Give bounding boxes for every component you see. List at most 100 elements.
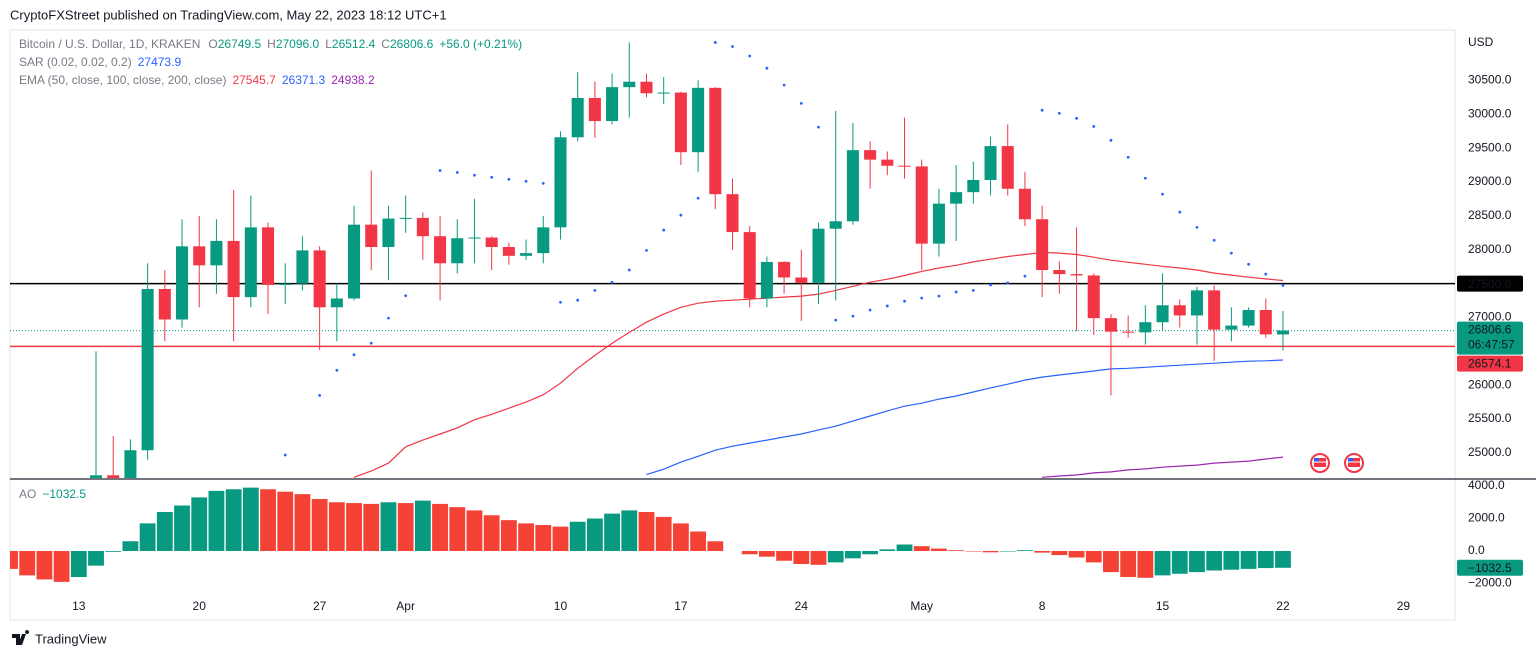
candle-body <box>1036 219 1049 271</box>
ao-bar <box>1120 551 1137 578</box>
sar-dot <box>765 66 769 70</box>
ao-bar <box>380 502 397 552</box>
ao-bar <box>793 551 810 565</box>
ao-bar <box>174 505 190 552</box>
indicator-value: 24938.2 <box>331 73 375 87</box>
candle-body <box>674 92 687 153</box>
candle-body <box>89 475 103 478</box>
ao-bar <box>982 551 999 553</box>
ao-bar <box>879 549 896 552</box>
sar-dot <box>782 83 786 87</box>
ao-bar <box>1189 551 1205 573</box>
sar-dot <box>1143 176 1147 180</box>
candle-body <box>296 250 309 284</box>
ao-bar <box>1240 551 1257 569</box>
ao-bar <box>896 544 913 552</box>
footer-brand: TradingView <box>35 631 107 646</box>
ao-bar <box>311 499 328 552</box>
ao-bar <box>122 541 139 552</box>
ohlc-key: L <box>325 37 332 51</box>
sar-dot <box>627 268 631 272</box>
ao-bar <box>1223 551 1240 570</box>
ao-bar <box>1137 551 1154 578</box>
x-tick-label: May <box>910 599 933 613</box>
sar-dot <box>868 308 872 312</box>
ohlc-key: O <box>208 37 217 51</box>
sar-dot <box>593 288 597 292</box>
ao-bar <box>328 502 345 552</box>
candle-body <box>485 237 498 248</box>
countdown-label: 06:47:57 <box>1468 338 1515 352</box>
ao-bar <box>397 503 414 552</box>
y-tick-label: 28000.0 <box>1468 242 1512 256</box>
candle-body <box>1156 305 1169 323</box>
ao-bar <box>449 507 466 552</box>
candle-body <box>1018 188 1031 220</box>
sar-dot <box>335 368 339 372</box>
candle-body <box>623 81 636 88</box>
sar-dot <box>1212 238 1216 242</box>
candle-body <box>313 250 326 308</box>
ao-bar <box>191 497 208 552</box>
sar-dot <box>1161 192 1164 196</box>
ao-bar <box>156 512 173 552</box>
sar-dot <box>507 177 511 181</box>
ao-bar <box>604 513 620 552</box>
candle-body <box>520 253 533 256</box>
candle-body <box>915 166 928 244</box>
price-badge-label: 27500.0 <box>1468 277 1512 291</box>
y-tick-label: 25500.0 <box>1468 411 1512 425</box>
sar-dot <box>1178 210 1182 214</box>
sar-dot <box>455 171 459 174</box>
candle-body <box>227 240 240 298</box>
candle-body <box>176 246 189 320</box>
sar-dot <box>438 169 442 172</box>
sar-dot <box>524 179 528 183</box>
candle-body <box>1087 275 1100 319</box>
ao-bar <box>19 551 36 576</box>
candle-body <box>1139 322 1152 333</box>
ema-line <box>646 359 1284 476</box>
indicator-value: 26371.3 <box>282 73 326 87</box>
ao-bar <box>948 550 965 552</box>
sar-dot <box>920 296 924 300</box>
ao-bar <box>586 518 603 552</box>
legend-symbol: Bitcoin / U.S. Dollar, 1D, KRAKEN O26749.… <box>19 37 522 51</box>
ao-bar <box>105 551 122 552</box>
candle-body <box>141 289 154 451</box>
sar-dot <box>713 41 717 44</box>
x-tick-label: 24 <box>795 599 809 613</box>
ao-bar <box>707 541 724 552</box>
sar-dot <box>834 318 838 322</box>
y-tick-label: 29000.0 <box>1468 174 1512 188</box>
ao-bar <box>346 503 362 552</box>
candle-body <box>812 228 825 283</box>
candle-body <box>692 87 705 153</box>
ao-bar <box>363 503 380 552</box>
sar-dot <box>1040 108 1044 112</box>
ao-bar <box>260 489 276 552</box>
ao-bar <box>1275 551 1291 568</box>
ao-bar <box>1085 551 1102 563</box>
ao-tick-label: 0.0 <box>1468 543 1485 557</box>
ao-bar <box>10 551 18 569</box>
ao-bar <box>1206 551 1223 571</box>
candle-body <box>709 87 722 195</box>
candle-body <box>124 450 137 478</box>
y-tick-label: 26000.0 <box>1468 377 1512 391</box>
ao-bar <box>1257 551 1274 569</box>
ao-bar <box>655 516 672 552</box>
ao-bar <box>1017 550 1033 552</box>
ao-bar <box>827 551 844 563</box>
ao-bar <box>414 500 431 552</box>
candle-body <box>932 203 945 244</box>
candle-body <box>399 217 412 219</box>
ao-pane <box>10 487 1291 582</box>
y-tick-label: 27000.0 <box>1468 310 1512 324</box>
candle-body <box>881 159 894 166</box>
ao-bar <box>139 523 156 552</box>
sar-dot <box>1023 274 1027 278</box>
sar-dot <box>404 294 408 298</box>
ohlc-value: 26749.5 <box>218 37 262 51</box>
candle-body <box>950 192 963 204</box>
